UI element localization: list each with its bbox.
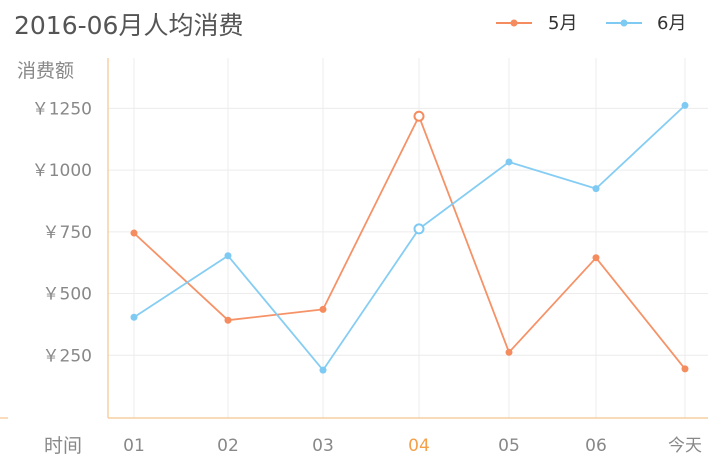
series-line-2: [133, 104, 686, 372]
y-tick-label: ￥1250: [32, 99, 92, 119]
legend-item-series-2[interactable]: 6月: [606, 13, 686, 34]
y-tick-label: ￥1000: [32, 161, 92, 181]
data-point[interactable]: [681, 365, 689, 373]
data-point[interactable]: [592, 185, 600, 193]
x-tick-label[interactable]: 01: [123, 436, 145, 456]
data-point-highlighted[interactable]: [413, 110, 425, 122]
x-tick-label-highlighted[interactable]: 04: [408, 436, 430, 456]
data-point[interactable]: [505, 348, 513, 356]
legend-label-series-1: 5月: [548, 13, 577, 34]
data-point[interactable]: [592, 254, 600, 262]
legend-dot-series-1: [510, 19, 518, 27]
legend-label-series-2: 6月: [657, 13, 686, 34]
x-tick-label[interactable]: 05: [498, 436, 520, 456]
data-point[interactable]: [224, 316, 232, 324]
y-tick-label: ￥500: [43, 285, 92, 305]
x-axis-label: 时间: [44, 435, 82, 457]
y-tick-label: ￥750: [43, 223, 92, 243]
tick-layer: ￥250 ￥500 ￥750 ￥1000 ￥1250 01 02 03 04 05 06 今天: [32, 99, 702, 456]
y-axis-label: 消费额: [17, 60, 74, 82]
x-tick-label[interactable]: 02: [217, 436, 239, 456]
data-point[interactable]: [319, 305, 327, 313]
x-tick-label[interactable]: 今天: [668, 436, 702, 456]
y-tick-label: ￥250: [43, 346, 92, 366]
data-point[interactable]: [319, 366, 327, 374]
legend[interactable]: 5月 6月: [496, 13, 686, 34]
data-point[interactable]: [681, 101, 689, 109]
chart-title: 2016-06月人均消费: [14, 11, 243, 40]
legend-item-series-1[interactable]: 5月: [496, 13, 577, 34]
data-point-highlighted[interactable]: [413, 223, 425, 235]
grid-layer: [108, 58, 708, 418]
series-layer: [130, 101, 689, 374]
series-2: [130, 101, 689, 374]
axis-layer: [0, 58, 708, 419]
data-point[interactable]: [130, 313, 138, 321]
data-point[interactable]: [130, 229, 138, 237]
data-point[interactable]: [224, 252, 232, 260]
data-point[interactable]: [505, 158, 513, 166]
x-tick-label[interactable]: 06: [585, 436, 607, 456]
series-1: [130, 110, 689, 373]
x-tick-label[interactable]: 03: [312, 436, 334, 456]
legend-dot-series-2: [620, 19, 628, 27]
